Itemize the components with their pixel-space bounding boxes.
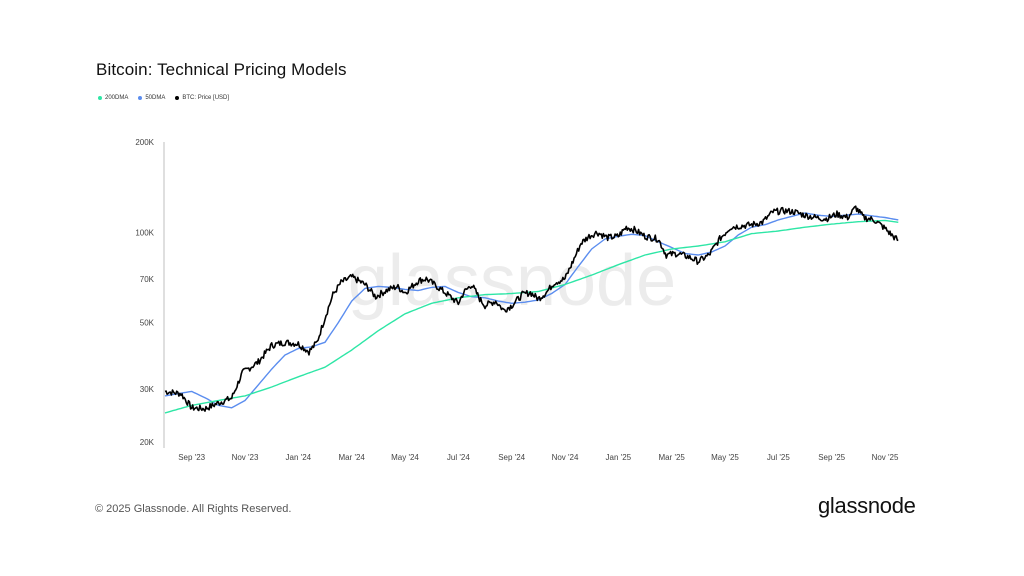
x-tick-label: Nov '23 [232, 453, 259, 462]
x-tick-label: Jul '25 [767, 453, 790, 462]
x-tick-label: Jul '24 [447, 453, 470, 462]
series-layer [164, 205, 899, 414]
legend-item-200dma[interactable]: 200DMA [98, 95, 128, 101]
x-tick-label: Nov '25 [872, 453, 899, 462]
footer-copyright: © 2025 Glassnode. All Rights Reserved. [95, 503, 292, 515]
legend-label: 200DMA [105, 95, 129, 101]
x-tick-label: Jan '24 [286, 453, 312, 462]
x-axis-ticks: Sep '23 Nov '23 Jan '24 Mar '24 May '24 Jul '… [178, 453, 899, 462]
x-tick-label: Sep '25 [818, 453, 845, 462]
x-tick-label: Sep '24 [498, 453, 525, 462]
y-tick-label: 70K [140, 275, 155, 284]
legend-label: 50DMA [145, 95, 166, 101]
x-tick-label: Sep '23 [178, 453, 205, 462]
legend-dot-btc-price [175, 96, 180, 100]
y-tick-label: 100K [135, 228, 154, 237]
watermark: glassnode [348, 241, 676, 321]
y-tick-label: 50K [140, 319, 155, 328]
y-axis-ticks: 200K 100K 70K 50K 30K 20K [135, 138, 154, 447]
chart-title: Bitcoin: Technical Pricing Models [96, 60, 347, 79]
y-tick-label: 200K [135, 138, 154, 147]
x-tick-label: Mar '25 [658, 453, 685, 462]
legend-dot-50dma [138, 96, 143, 100]
y-tick-label: 20K [140, 438, 155, 447]
legend-item-50dma[interactable]: 50DMA [138, 95, 165, 101]
y-tick-label: 30K [140, 385, 155, 394]
x-tick-label: Nov '24 [552, 453, 579, 462]
glassnode-logo[interactable]: glassnode [818, 493, 916, 518]
series-btc-price-line [164, 205, 899, 412]
series-200dma-line [164, 219, 899, 414]
series-50dma-line [164, 212, 899, 409]
legend-dot-200dma [98, 96, 102, 100]
x-tick-label: May '25 [711, 453, 739, 462]
chart-legend: 200DMA 50DMA BTC: Price [USD] [98, 95, 229, 101]
legend-label: BTC: Price [USD] [182, 95, 230, 101]
x-tick-label: May '24 [391, 453, 419, 462]
x-tick-label: Jan '25 [606, 453, 632, 462]
legend-item-btc-price[interactable]: BTC: Price [USD] [175, 95, 229, 101]
x-tick-label: Mar '24 [338, 453, 365, 462]
